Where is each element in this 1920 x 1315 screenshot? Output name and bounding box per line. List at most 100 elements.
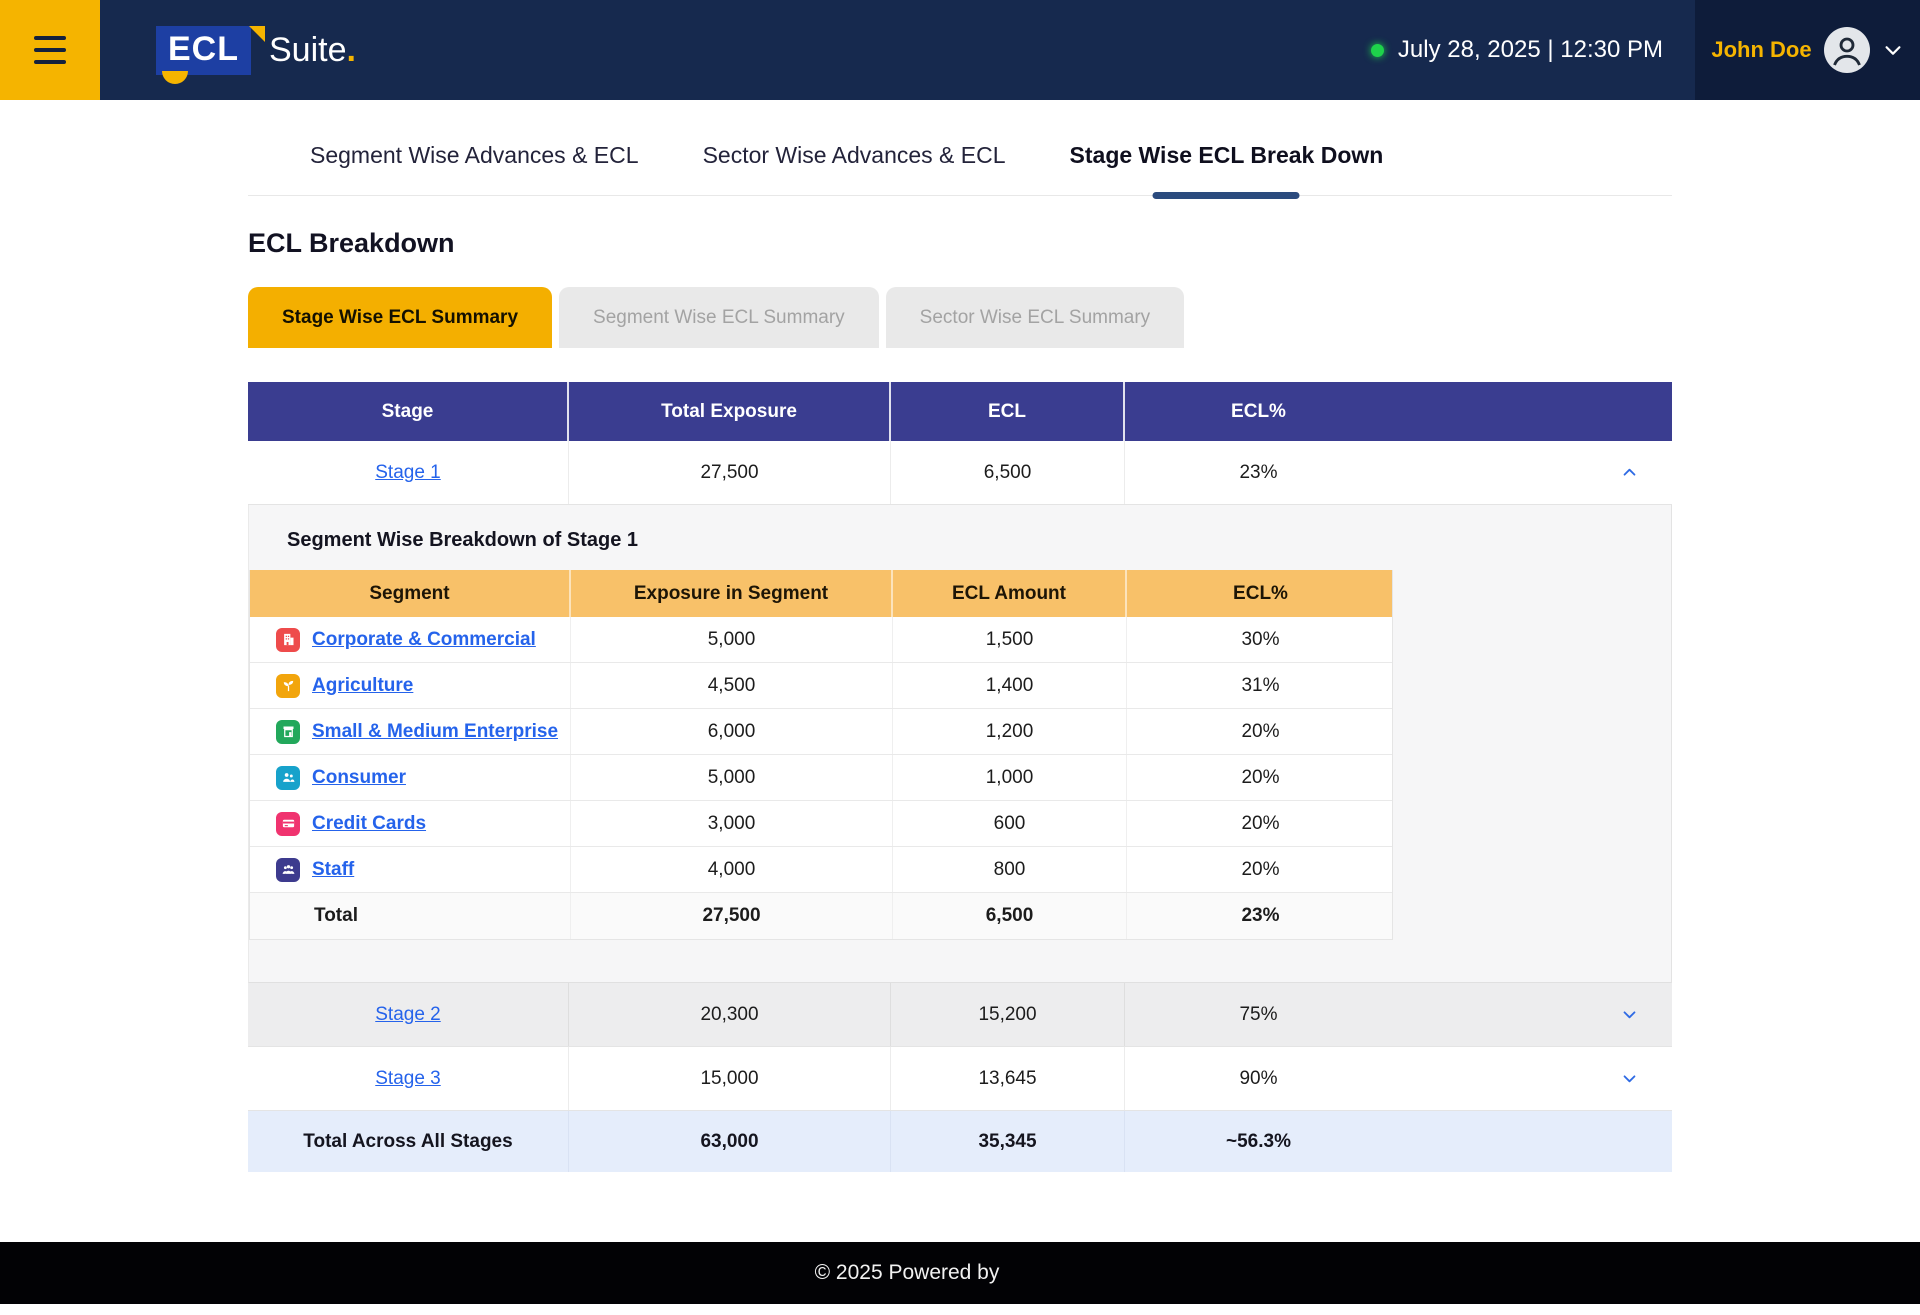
table-row-sme: Small & Medium Enterprise 6,000 1,200 20… [250, 709, 1392, 755]
plant-icon [276, 673, 300, 698]
logo-dot: . [346, 30, 356, 69]
hamburger-icon [34, 36, 66, 40]
stage-1-breakdown-panel: Segment Wise Breakdown of Stage 1 Segmen… [248, 505, 1672, 983]
tab-sector-wise-advances[interactable]: Sector Wise Advances & ECL [702, 142, 1006, 168]
cell-ecl: 1,000 [893, 755, 1127, 800]
col-header-exposure-in-segment: Exposure in Segment [571, 570, 893, 617]
staff-link[interactable]: Staff [312, 858, 355, 880]
logo-ecl-text: ECL [168, 29, 239, 68]
building-icon [276, 627, 300, 652]
stage-1-link[interactable]: Stage 1 [375, 461, 441, 483]
breakdown-total-exposure: 27,500 [571, 893, 893, 939]
credit-cards-link[interactable]: Credit Cards [312, 812, 427, 834]
table-row-corporate-commercial: Corporate & Commercial 5,000 1,500 30% [250, 617, 1392, 663]
storefront-icon [276, 719, 300, 744]
table-row-staff: Staff 4,000 800 20% [250, 847, 1392, 893]
sub-tab-bar: Stage Wise ECL Summary Segment Wise ECL … [248, 287, 1672, 348]
stage-2-ecl-pct: 75% [1239, 1003, 1278, 1025]
sme-link[interactable]: Small & Medium Enterprise [312, 720, 559, 742]
expand-chevron-down-icon[interactable] [1621, 1006, 1638, 1023]
person-icon [1832, 37, 1861, 66]
breakdown-title: Segment Wise Breakdown of Stage 1 [287, 529, 639, 551]
cell-ecl-pct: 31% [1241, 674, 1280, 696]
chevron-down-icon [1885, 46, 1901, 55]
collapse-chevron-up-icon[interactable] [1621, 464, 1638, 481]
page-title: ECL Breakdown [248, 228, 455, 258]
total-across-ecl: 35,345 [891, 1111, 1125, 1172]
stage-3-ecl-pct: 90% [1239, 1067, 1278, 1089]
people-icon [276, 765, 300, 790]
top-bar: ECL Suite. July 28, 2025 | 12:30 PM John… [0, 0, 1920, 100]
breakdown-total-ecl: 6,500 [893, 893, 1127, 939]
cell-ecl: 1,200 [893, 709, 1127, 754]
table-row-credit-cards: Credit Cards 3,000 600 20% [250, 801, 1392, 847]
cell-exposure: 4,000 [571, 847, 893, 892]
corporate-commercial-link[interactable]: Corporate & Commercial [312, 628, 536, 650]
col-header-ecl: ECL [891, 382, 1125, 441]
cell-ecl: 800 [893, 847, 1127, 892]
user-menu[interactable]: John Doe [1695, 0, 1920, 100]
datetime-text: July 28, 2025 | 12:30 PM [1397, 36, 1663, 63]
stage-1-ecl-pct: 23% [1239, 461, 1278, 483]
breakdown-total-ecl-pct: 23% [1241, 905, 1280, 926]
cell-exposure: 6,000 [571, 709, 893, 754]
cell-ecl-pct: 20% [1241, 720, 1280, 742]
total-across-exposure: 63,000 [569, 1111, 891, 1172]
cell-exposure: 3,000 [571, 801, 893, 846]
consumer-link[interactable]: Consumer [312, 766, 406, 788]
footer-text: © 2025 Powered by [814, 1261, 1000, 1284]
cell-exposure: 4,500 [571, 663, 893, 708]
agriculture-link[interactable]: Agriculture [312, 674, 414, 696]
active-tab-underline [1152, 192, 1300, 199]
group-icon [276, 857, 300, 882]
table-row-stage-2: Stage 2 20,300 15,200 75% [248, 983, 1672, 1047]
cell-ecl-pct: 20% [1241, 858, 1280, 880]
stage-3-link[interactable]: Stage 3 [375, 1067, 441, 1089]
cell-exposure: 5,000 [571, 755, 893, 800]
cell-ecl: 1,500 [893, 617, 1127, 662]
footer: © 2025 Powered by [0, 1242, 1920, 1304]
col-header-breakdown-ecl-pct: ECL% [1233, 582, 1288, 604]
cell-ecl: 1,400 [893, 663, 1127, 708]
cell-ecl-pct: 20% [1241, 766, 1280, 788]
main-tab-bar: Segment Wise Advances & ECL Sector Wise … [248, 142, 1672, 199]
hamburger-menu-button[interactable] [0, 0, 100, 100]
ecl-logo-box: ECL [156, 25, 265, 84]
col-header-ecl-pct: ECL% [1231, 400, 1286, 422]
stage-2-link[interactable]: Stage 2 [375, 1003, 441, 1025]
breakdown-total-row: Total 27,500 6,500 23% [250, 893, 1392, 939]
stage-3-total-exposure: 15,000 [569, 1047, 891, 1110]
col-header-ecl-amount: ECL Amount [893, 570, 1127, 617]
table-row-stage-3: Stage 3 15,000 13,645 90% [248, 1047, 1672, 1111]
brand-logo: ECL Suite. [156, 0, 356, 100]
table-row-total-across-stages: Total Across All Stages 63,000 35,345 ~5… [248, 1111, 1672, 1172]
stage-wise-ecl-table: Stage Total Exposure ECL ECL% Stage 1 27… [248, 382, 1672, 1172]
table-header-row: Stage Total Exposure ECL ECL% [248, 382, 1672, 441]
total-across-label: Total Across All Stages [248, 1111, 569, 1172]
col-header-total-exposure: Total Exposure [569, 382, 891, 441]
cell-ecl-pct: 20% [1241, 812, 1280, 834]
table-row-stage-1: Stage 1 27,500 6,500 23% [248, 441, 1672, 505]
cell-ecl: 600 [893, 801, 1127, 846]
credit-card-icon [276, 811, 300, 836]
expand-chevron-down-icon[interactable] [1621, 1070, 1638, 1087]
status-dot [1370, 43, 1384, 57]
stage-2-ecl: 15,200 [891, 983, 1125, 1046]
breakdown-header-row: Segment Exposure in Segment ECL Amount E… [250, 570, 1392, 617]
subtab-segment-wise-ecl-summary[interactable]: Segment Wise ECL Summary [559, 287, 879, 348]
stage-2-total-exposure: 20,300 [569, 983, 891, 1046]
datetime-display: July 28, 2025 | 12:30 PM [1370, 0, 1663, 100]
col-header-stage: Stage [248, 382, 569, 441]
col-header-segment: Segment [250, 570, 571, 617]
tab-segment-wise-advances[interactable]: Segment Wise Advances & ECL [310, 142, 639, 168]
logo-arc-accent [162, 70, 188, 84]
total-across-ecl-pct: ~56.3% [1226, 1130, 1291, 1152]
subtab-stage-wise-ecl-summary[interactable]: Stage Wise ECL Summary [248, 287, 553, 348]
stage-1-total-exposure: 27,500 [569, 441, 891, 504]
breakdown-total-label: Total [250, 893, 571, 939]
tab-stage-wise-ecl-breakdown[interactable]: Stage Wise ECL Break Down [1070, 142, 1383, 199]
cell-ecl-pct: 30% [1241, 628, 1280, 650]
cell-exposure: 5,000 [571, 617, 893, 662]
subtab-sector-wise-ecl-summary[interactable]: Sector Wise ECL Summary [885, 287, 1185, 348]
stage-3-ecl: 13,645 [891, 1047, 1125, 1110]
